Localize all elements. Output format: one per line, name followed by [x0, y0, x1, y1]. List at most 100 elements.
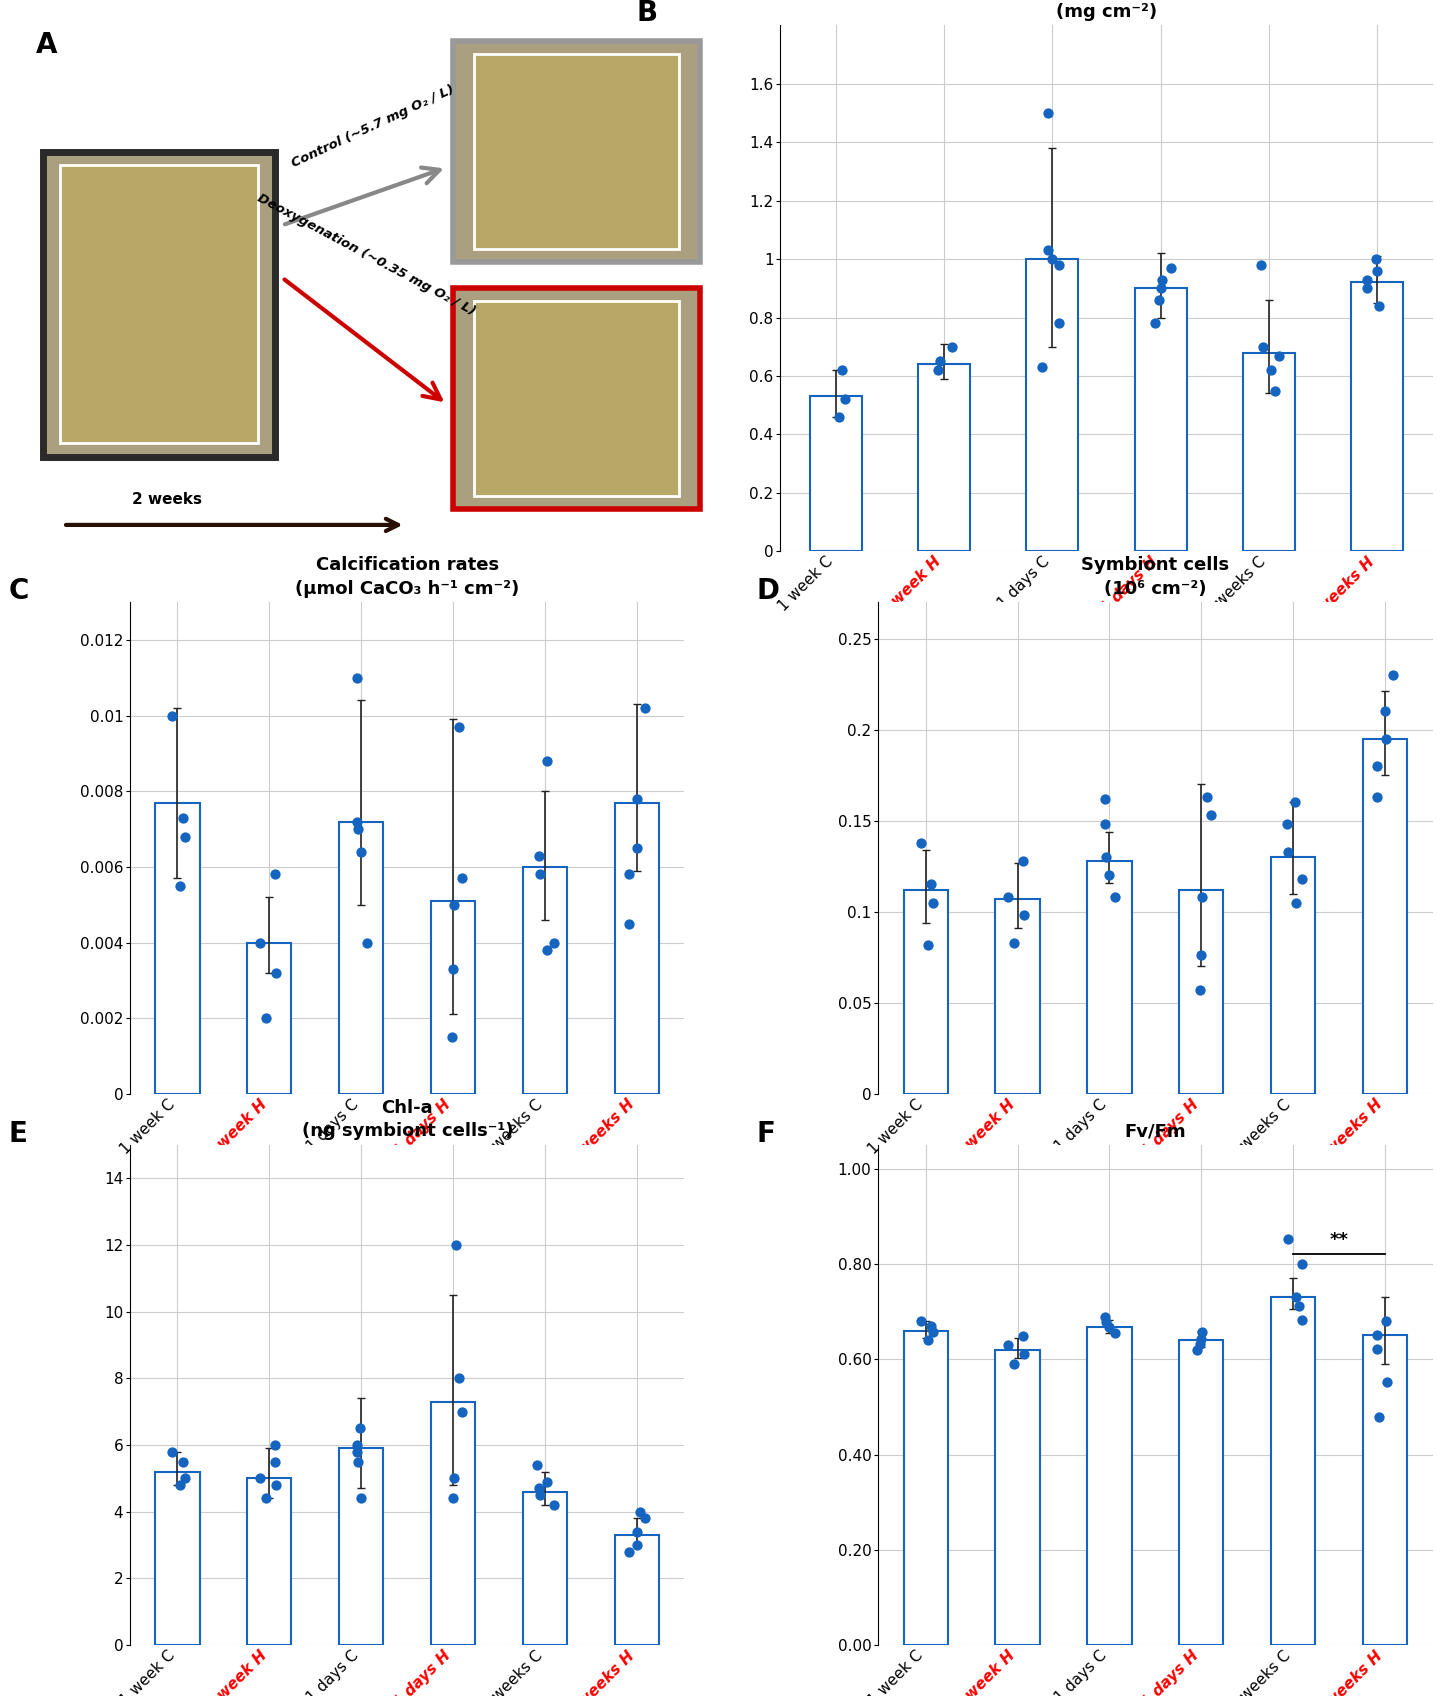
Point	[1366, 784, 1389, 811]
Point	[527, 841, 550, 868]
Bar	[1272, 1297, 1315, 1645]
Point	[1283, 789, 1307, 816]
Point	[1365, 1321, 1388, 1348]
Point	[1149, 275, 1172, 302]
Point	[634, 1504, 657, 1531]
Bar	[1026, 259, 1078, 551]
Point	[1189, 1326, 1213, 1353]
Point	[1147, 287, 1171, 314]
Point	[349, 1484, 372, 1511]
Point	[1185, 1336, 1208, 1364]
Point	[535, 748, 559, 775]
Bar	[1243, 353, 1295, 551]
Point	[1283, 1284, 1307, 1311]
Point	[451, 865, 475, 892]
Title: Coral protein
(mg cm⁻²): Coral protein (mg cm⁻²)	[1040, 0, 1172, 20]
Point	[349, 838, 372, 865]
Point	[265, 960, 288, 987]
Point	[265, 1472, 288, 1499]
Point	[443, 1465, 466, 1492]
Bar	[996, 899, 1039, 1094]
Point	[997, 1331, 1020, 1358]
Point	[1036, 237, 1059, 265]
Point	[926, 356, 949, 383]
Point	[919, 870, 942, 897]
Point	[1382, 661, 1405, 689]
Bar	[247, 943, 291, 1094]
Point	[447, 714, 470, 741]
Point	[1011, 848, 1035, 875]
Point	[349, 1414, 372, 1442]
Point	[346, 1438, 369, 1465]
Point	[1011, 1323, 1035, 1350]
Point	[929, 348, 952, 375]
Point	[1365, 246, 1388, 273]
Point	[447, 1365, 470, 1392]
Point	[355, 929, 378, 957]
Point	[1003, 1350, 1026, 1377]
Point	[1013, 902, 1036, 929]
Title: Fv/Fm: Fv/Fm	[1124, 1123, 1187, 1140]
Bar	[42, 151, 275, 456]
Text: B: B	[637, 0, 658, 27]
Point	[171, 1448, 194, 1476]
Point	[1195, 784, 1218, 811]
Point	[1189, 977, 1213, 1004]
Bar	[155, 802, 200, 1094]
Point	[922, 1318, 945, 1345]
Point	[833, 385, 857, 412]
Point	[543, 929, 566, 957]
Point	[922, 889, 945, 916]
Point	[1003, 929, 1026, 957]
Text: Deoxygenation (~0.35 mg O₂ / L): Deoxygenation (~0.35 mg O₂ / L)	[255, 192, 478, 317]
Point	[1030, 354, 1053, 382]
Point	[535, 1469, 559, 1496]
Text: 2 weeks: 2 weeks	[132, 492, 201, 507]
Point	[909, 1308, 932, 1335]
Point	[174, 1465, 197, 1492]
Bar	[1134, 288, 1187, 551]
Point	[916, 1326, 939, 1353]
Bar	[1363, 739, 1408, 1094]
Bar	[996, 1350, 1039, 1645]
Bar	[339, 821, 383, 1094]
Point	[1263, 377, 1286, 404]
Point	[1291, 865, 1314, 892]
Point	[249, 929, 272, 957]
Point	[1094, 1309, 1117, 1336]
Point	[168, 1472, 191, 1499]
Bar	[1351, 283, 1404, 551]
Point	[441, 1484, 464, 1511]
Point	[527, 1476, 550, 1503]
Point	[1143, 310, 1166, 338]
Bar	[1179, 890, 1224, 1094]
Point	[1200, 802, 1223, 829]
Bar	[1272, 856, 1315, 1094]
Point	[1252, 332, 1275, 360]
Text: C: C	[9, 577, 29, 605]
Point	[909, 829, 932, 856]
Point	[1375, 726, 1398, 753]
Point	[1048, 251, 1071, 278]
Point	[346, 1431, 369, 1459]
Bar	[339, 1448, 383, 1645]
Point	[1288, 1292, 1311, 1319]
Bar	[453, 41, 700, 261]
Point	[346, 665, 369, 692]
Point	[1367, 1404, 1391, 1431]
Point	[628, 1498, 651, 1525]
Point	[1191, 1318, 1214, 1345]
Point	[919, 1313, 942, 1340]
Bar	[1087, 1326, 1132, 1645]
Point	[627, 1531, 650, 1559]
Bar	[524, 1492, 567, 1645]
Text: D: D	[757, 577, 780, 605]
Text: F: F	[757, 1119, 776, 1148]
Point	[1104, 1319, 1127, 1347]
Point	[634, 694, 657, 721]
Point	[1276, 1226, 1299, 1253]
Bar	[475, 302, 680, 495]
Bar	[247, 1479, 291, 1645]
Bar	[615, 802, 660, 1094]
Point	[263, 862, 287, 889]
